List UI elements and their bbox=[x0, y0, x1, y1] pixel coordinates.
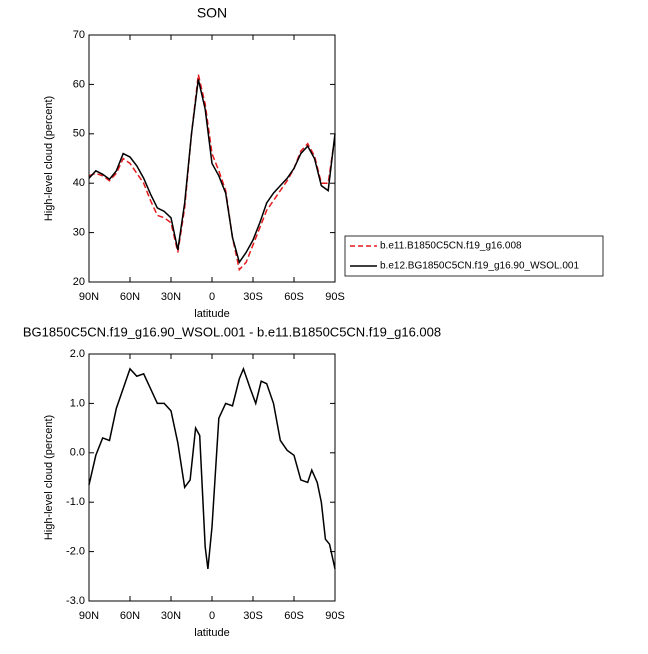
y-tick-label: 50 bbox=[73, 128, 85, 140]
y-tick-label: -1.0 bbox=[66, 496, 85, 508]
plot-frame bbox=[88, 353, 336, 602]
x-tick-label: 90N bbox=[79, 610, 99, 622]
x-tick-label: 0 bbox=[209, 610, 215, 622]
y-tick-label: 70 bbox=[73, 29, 85, 41]
y-tick-label: -2.0 bbox=[66, 546, 85, 558]
chart-title: BG1850C5CN.f19_g16.90_WSOL.001 - b.e11.B… bbox=[23, 324, 441, 339]
x-tick-label: 60N bbox=[120, 291, 140, 303]
y-tick-label: -3.0 bbox=[66, 595, 85, 607]
x-tick-label: 60S bbox=[284, 610, 304, 622]
legend-label: b.e11.B1850C5CN.f19_g16.008 bbox=[380, 241, 522, 252]
x-axis-label: latitude bbox=[194, 627, 229, 639]
data-line bbox=[88, 74, 336, 272]
y-tick-label: 60 bbox=[73, 78, 85, 90]
y-tick-label: 0.0 bbox=[70, 447, 85, 459]
x-tick-label: 60S bbox=[284, 291, 304, 303]
x-tick-label: 30S bbox=[243, 291, 263, 303]
x-tick-label: 90S bbox=[325, 291, 345, 303]
x-tick-label: 30N bbox=[161, 610, 181, 622]
y-tick-label: 2.0 bbox=[70, 348, 85, 360]
legend-label: b.e12.BG1850C5CN.f19_g16.90_WSOL.001 bbox=[380, 261, 579, 272]
x-axis-label: latitude bbox=[194, 308, 229, 320]
y-axis-label: High-level cloud (percent) bbox=[43, 96, 55, 221]
x-tick-label: 30S bbox=[243, 610, 263, 622]
x-tick-label: 0 bbox=[209, 291, 215, 303]
y-tick-label: 30 bbox=[73, 227, 85, 239]
x-tick-label: 90S bbox=[325, 610, 345, 622]
data-line bbox=[88, 79, 336, 264]
x-tick-label: 60N bbox=[120, 610, 140, 622]
x-tick-label: 90N bbox=[79, 291, 99, 303]
data-line bbox=[88, 366, 336, 570]
y-axis-label: High-level cloud (percent) bbox=[43, 415, 55, 540]
y-tick-label: 40 bbox=[73, 177, 85, 189]
y-tick-label: 1.0 bbox=[70, 397, 85, 409]
x-tick-label: 30N bbox=[161, 291, 181, 303]
chart-title: SON bbox=[197, 5, 227, 21]
y-tick-label: 20 bbox=[73, 276, 85, 288]
legend-box bbox=[344, 235, 604, 277]
